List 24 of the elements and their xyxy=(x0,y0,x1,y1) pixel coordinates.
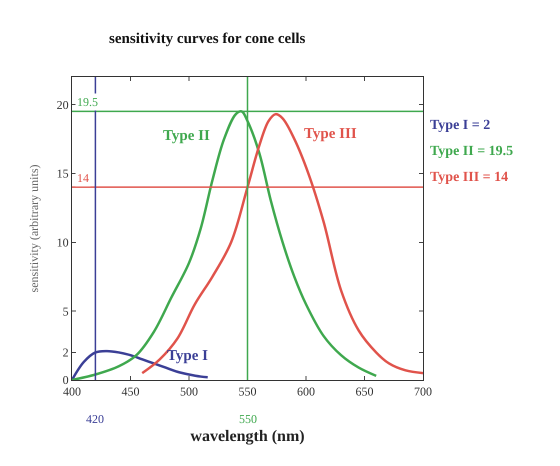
ref-line-label: 19.5 xyxy=(77,95,98,109)
y-tick-label: 15 xyxy=(56,166,69,181)
y-tick-label: 10 xyxy=(56,235,69,250)
text: Type II = 19.5 xyxy=(430,144,514,159)
y-tick-label: 20 xyxy=(56,98,69,112)
x-tick-label: 600 xyxy=(297,384,315,398)
ref-line-label: 550 xyxy=(239,412,257,426)
x-tick-label: 550 xyxy=(238,384,256,398)
chart-title: sensitivity curves for cone cells xyxy=(109,31,306,48)
y-tick-label: 5 xyxy=(62,304,69,318)
text: Type I = 2 xyxy=(430,118,490,133)
ref-line-label: 14 xyxy=(77,171,89,185)
series-label: Type III xyxy=(304,126,357,142)
x-tick-label: 650 xyxy=(356,384,374,398)
ref-line-label: 420 xyxy=(86,412,104,426)
x-tick-label: 450 xyxy=(122,384,140,398)
y-tick-label: 2 xyxy=(62,346,69,360)
series-label: Type I xyxy=(167,348,208,364)
x-axis-title: wavelength (nm) xyxy=(190,428,305,446)
x-tick-label: 700 xyxy=(414,384,432,398)
y-axis-title: sensitivity (arbitrary units) xyxy=(26,164,41,292)
text: Type III = 14 xyxy=(430,170,508,185)
x-tick-label: 500 xyxy=(180,384,198,398)
series-label: Type II xyxy=(163,128,210,144)
